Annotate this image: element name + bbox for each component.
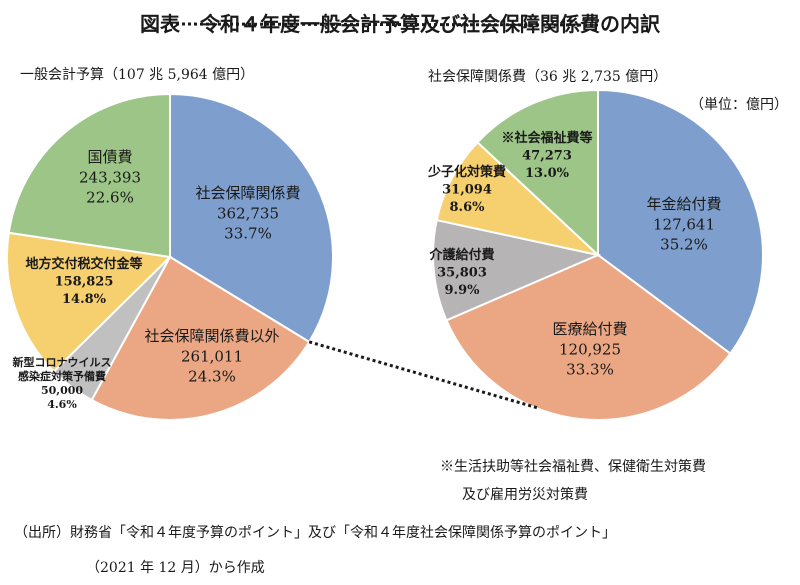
pie-2-label-5: ※社会福祉費等 47,273 13.0% (501, 130, 592, 181)
connector-line-bottom (308, 340, 539, 410)
pie-1-slice-4 (6, 231, 173, 373)
pie-2-slice-4 (435, 140, 602, 257)
left-pie-title: 一般会計予算（107 兆 5,964 億円） (20, 67, 255, 83)
connector-line-top (169, 22, 599, 27)
footnote-line-2: 及び雇用労災対策費 (462, 487, 588, 503)
pie-1-slice-5 (7, 92, 171, 259)
unit-label: （単位：億円） (690, 97, 788, 113)
pie-2-label-3: 介護給付費 35,803 9.9% (428, 247, 494, 298)
pie-1-label-4: 地方交付税交付金等 158,825 14.8% (25, 256, 142, 307)
footnote-line-1: ※生活扶助等社会福祉費、保健衛生対策費 (440, 459, 706, 475)
pie-2-slice-1 (597, 88, 764, 355)
pie-2-slice-3 (432, 218, 602, 322)
pie-1-label-3: 新型コロナウイルス感染症対策予備費 50,000 4.6% (13, 355, 112, 411)
pie-2-slice-2 (445, 253, 732, 421)
pie-2: 年金給付費 127,641 35.2% 医療給付費 120,925 33.3% 介護給付費 3… (427, 88, 764, 421)
pie-1-label-5: 国債費 243,393 22.6% (79, 148, 141, 207)
right-pie-title: 社会保障関係費（36 兆 2,735 億円） (428, 69, 668, 85)
pie-2-label-2: 医療給付費 120,925 33.3% (552, 320, 627, 379)
pie-2-label-4: 少子化対策費 31,094 8.6% (427, 164, 506, 215)
source-line-2: （2021 年 12 月）から作成 (86, 560, 265, 576)
pie-2-slice-5 (476, 88, 599, 258)
pie-1: 社会保障関係費 362,735 33.7% 社会保障関係費以外 261,011 24.3%… (6, 92, 334, 421)
pie-1-slice-2 (90, 255, 311, 421)
pie-2-label-1: 年金給付費 127,641 35.2% (646, 195, 721, 254)
source-line-1: （出所）財務省「令和４年度予算のポイント」及び「令和４年度社会保障関係予算のポイ… (14, 525, 616, 541)
pie-1-slice-1 (169, 92, 334, 344)
pie-1-label-2: 社会保障関係費以外 261,011 24.3% (144, 327, 279, 386)
pie-1-label-1: 社会保障関係費 362,735 33.7% (195, 184, 300, 243)
